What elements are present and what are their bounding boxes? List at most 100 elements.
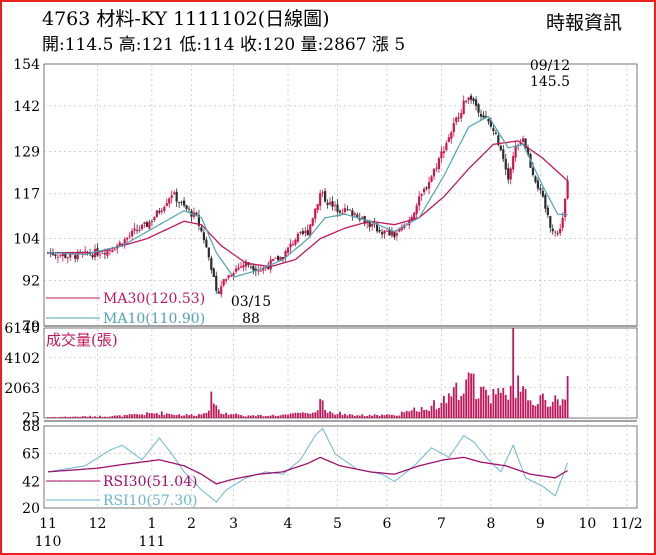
volume-bar bbox=[49, 417, 52, 418]
candle-body bbox=[304, 231, 307, 233]
month-tick-label: 7 bbox=[437, 516, 446, 532]
candle-body bbox=[341, 213, 344, 214]
volume-bar bbox=[306, 413, 309, 418]
candle-body bbox=[371, 223, 374, 227]
volume-bar bbox=[544, 399, 547, 418]
candle-body bbox=[457, 117, 460, 119]
candle-body bbox=[294, 239, 297, 245]
candle-body bbox=[509, 168, 512, 180]
volume-bar bbox=[237, 414, 240, 418]
candle-body bbox=[291, 244, 295, 246]
volume-bar bbox=[66, 417, 69, 418]
candle-body bbox=[106, 249, 109, 256]
candle-body bbox=[286, 247, 290, 253]
volume-bar bbox=[297, 412, 299, 418]
candle-body bbox=[131, 230, 134, 237]
price-tick-label: 92 bbox=[22, 274, 40, 290]
volume-bar bbox=[79, 416, 82, 418]
candle-body bbox=[432, 168, 436, 177]
volume-bar bbox=[391, 414, 393, 418]
price-tick-label: 104 bbox=[13, 232, 40, 248]
candle-body bbox=[281, 257, 285, 260]
volume-bar bbox=[455, 382, 458, 418]
ma30-legend: MA30(120.53) bbox=[103, 291, 205, 307]
price-tick-label: 154 bbox=[13, 57, 40, 73]
candle-body bbox=[249, 266, 252, 268]
price-tick-label: 117 bbox=[13, 186, 40, 202]
month-tick-label: 5 bbox=[333, 516, 342, 532]
volume-bar bbox=[534, 405, 537, 418]
candle-body bbox=[447, 137, 450, 142]
volume-bar bbox=[287, 414, 289, 418]
volume-bar bbox=[438, 407, 440, 418]
volume-bar bbox=[341, 414, 344, 418]
candle-body bbox=[121, 243, 124, 246]
volume-bar bbox=[348, 414, 351, 418]
volume-bar bbox=[170, 414, 173, 418]
candle-body bbox=[519, 143, 522, 144]
candle-body bbox=[499, 145, 502, 151]
candle-body bbox=[220, 286, 223, 295]
candle-body bbox=[507, 168, 510, 180]
volume-bar bbox=[554, 395, 557, 418]
volume-bar bbox=[245, 416, 247, 418]
volume-bar bbox=[183, 415, 185, 418]
volume-bar bbox=[264, 415, 267, 418]
candle-body bbox=[61, 253, 64, 257]
volume-bar bbox=[405, 410, 408, 418]
candle-body bbox=[259, 270, 262, 272]
candle-body bbox=[534, 176, 537, 182]
volume-bar bbox=[346, 415, 349, 418]
candle-body bbox=[531, 167, 535, 176]
volume-bar bbox=[210, 391, 213, 418]
volume-bar bbox=[252, 415, 255, 418]
candle-body bbox=[118, 242, 121, 247]
volume-bar bbox=[279, 415, 282, 418]
volume-bar bbox=[188, 415, 190, 418]
candle-body bbox=[479, 113, 483, 117]
candle-body bbox=[390, 231, 394, 236]
volume-bar bbox=[559, 405, 562, 418]
year-tick-label: 110 bbox=[35, 534, 62, 550]
candle-body bbox=[279, 257, 282, 261]
volume-bar bbox=[356, 415, 359, 418]
ma10-legend: MA10(110.90) bbox=[103, 311, 205, 327]
volume-bar bbox=[225, 412, 228, 418]
volume-bar bbox=[217, 409, 220, 418]
candle-body bbox=[163, 206, 166, 211]
candle-body bbox=[185, 205, 188, 209]
volume-bar bbox=[81, 416, 84, 418]
volume-bar bbox=[537, 404, 539, 418]
volume-bar bbox=[395, 415, 398, 418]
candle-body bbox=[358, 218, 361, 221]
volume-bar bbox=[410, 410, 413, 418]
volume-bar bbox=[430, 405, 433, 418]
volume-bar bbox=[373, 414, 376, 418]
month-tick-label: 11/2 bbox=[611, 516, 642, 532]
volume-bar bbox=[138, 414, 141, 418]
candle-body bbox=[554, 231, 557, 233]
candle-body bbox=[361, 217, 364, 219]
volume-bar bbox=[428, 410, 430, 418]
volume-bar bbox=[475, 399, 477, 418]
candle-body bbox=[400, 226, 403, 231]
candle-body bbox=[207, 247, 210, 258]
volume-bar bbox=[509, 385, 512, 418]
volume-bar bbox=[151, 413, 153, 418]
volume-bar bbox=[212, 403, 215, 418]
volume-bar bbox=[551, 401, 554, 418]
volume-bar bbox=[504, 394, 507, 418]
volume-bar bbox=[118, 415, 121, 418]
volume-bar bbox=[546, 406, 549, 418]
candle-body bbox=[388, 230, 391, 236]
candle-body bbox=[239, 266, 243, 268]
volume-bar bbox=[116, 415, 119, 418]
candle-body bbox=[415, 205, 418, 214]
candle-body bbox=[237, 267, 240, 270]
candle-body bbox=[314, 208, 317, 219]
volume-bar bbox=[136, 414, 138, 418]
candle-body bbox=[497, 135, 500, 146]
volume-tick-label: 4102 bbox=[4, 351, 40, 367]
volume-bar bbox=[99, 415, 101, 418]
candle-body bbox=[84, 250, 87, 252]
